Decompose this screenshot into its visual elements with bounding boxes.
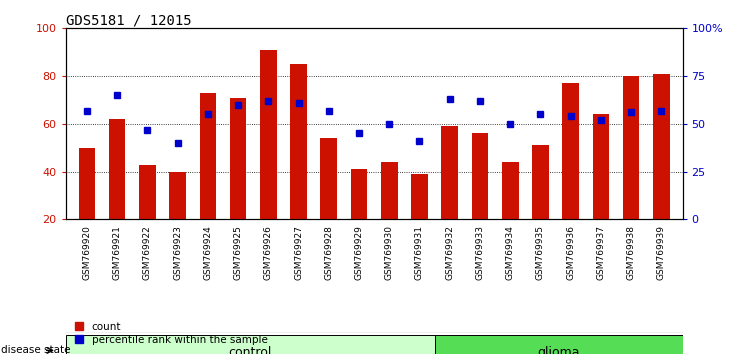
- Text: GSM769929: GSM769929: [355, 225, 364, 280]
- Text: GSM769936: GSM769936: [566, 225, 575, 280]
- Text: GSM769922: GSM769922: [143, 225, 152, 280]
- Text: disease state: disease state: [1, 346, 70, 354]
- Text: GSM769935: GSM769935: [536, 225, 545, 280]
- Bar: [199, 93, 216, 219]
- Bar: [350, 169, 367, 219]
- Text: GSM769928: GSM769928: [324, 225, 334, 280]
- Text: GSM769932: GSM769932: [445, 225, 454, 280]
- Text: GSM769939: GSM769939: [657, 225, 666, 280]
- Bar: [320, 138, 337, 219]
- Bar: [79, 148, 95, 219]
- Text: control: control: [228, 346, 272, 354]
- Text: GSM769926: GSM769926: [264, 225, 273, 280]
- Text: GSM769923: GSM769923: [173, 225, 182, 280]
- Text: GSM769937: GSM769937: [596, 225, 605, 280]
- Text: GSM769924: GSM769924: [204, 225, 212, 280]
- Bar: [532, 145, 549, 219]
- Bar: [230, 98, 246, 219]
- Bar: [623, 76, 639, 219]
- Bar: [109, 119, 126, 219]
- Bar: [472, 133, 488, 219]
- Bar: [502, 162, 518, 219]
- Bar: [434, 335, 683, 354]
- Bar: [593, 114, 610, 219]
- Bar: [562, 83, 579, 219]
- Bar: [411, 174, 428, 219]
- Text: GSM769938: GSM769938: [626, 225, 636, 280]
- Bar: [139, 165, 155, 219]
- Text: GSM769925: GSM769925: [234, 225, 242, 280]
- Legend: count, percentile rank within the sample: count, percentile rank within the sample: [71, 317, 272, 349]
- Bar: [381, 162, 398, 219]
- Text: glioma: glioma: [537, 346, 580, 354]
- Text: GSM769933: GSM769933: [475, 225, 485, 280]
- Bar: [442, 126, 458, 219]
- Text: GSM769934: GSM769934: [506, 225, 515, 280]
- Text: GSM769927: GSM769927: [294, 225, 303, 280]
- Text: GSM769930: GSM769930: [385, 225, 393, 280]
- Text: GSM769931: GSM769931: [415, 225, 424, 280]
- Text: GSM769921: GSM769921: [112, 225, 122, 280]
- Bar: [291, 64, 307, 219]
- Bar: [653, 74, 669, 219]
- Text: GDS5181 / 12015: GDS5181 / 12015: [66, 13, 191, 27]
- Bar: [260, 50, 277, 219]
- Text: GSM769920: GSM769920: [82, 225, 91, 280]
- Bar: [169, 172, 186, 219]
- Bar: [66, 335, 434, 354]
